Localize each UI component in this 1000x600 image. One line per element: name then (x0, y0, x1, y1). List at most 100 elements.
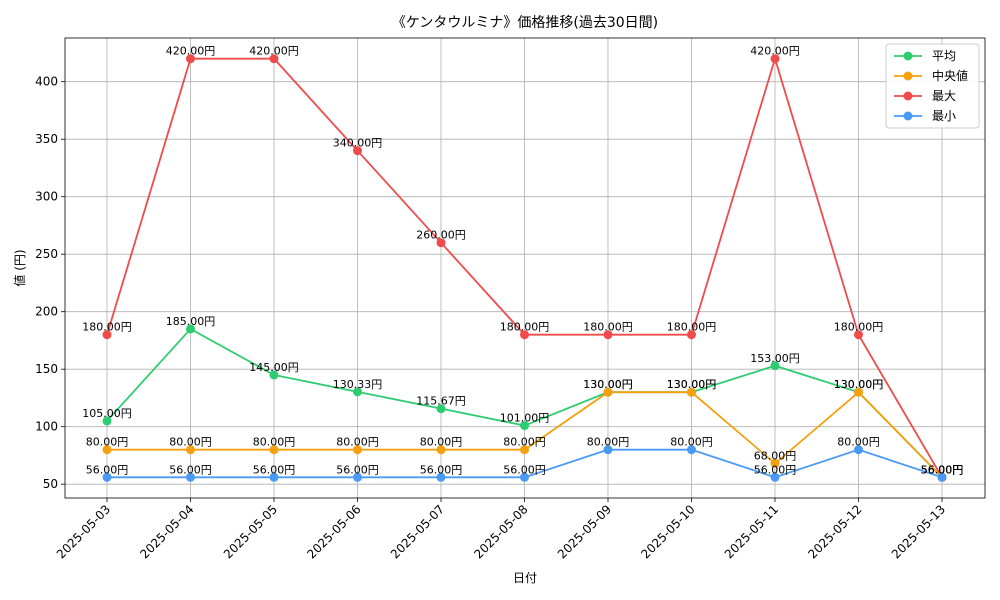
data-label: 130.00円 (667, 378, 717, 391)
data-label: 180.00円 (667, 321, 717, 334)
data-label: 56.00円 (169, 463, 212, 476)
data-point (770, 54, 780, 64)
data-label: 420.00円 (166, 45, 216, 58)
data-label: 130.00円 (583, 378, 633, 391)
data-point (102, 445, 112, 455)
data-labels: 105.00円 185.00円 145.00円 130.33円 115.67円 101.0… (82, 45, 963, 477)
data-point (687, 445, 696, 455)
legend-label: 最大 (932, 89, 956, 103)
data-label: 56.00円 (921, 463, 964, 476)
data-label: 80.00円 (587, 436, 630, 449)
data-point (854, 330, 863, 340)
data-point (436, 445, 446, 455)
legend-label: 中央値 (932, 68, 968, 83)
y-axis-title: 値 (円) (12, 249, 27, 286)
legend-label: 最小 (932, 109, 956, 123)
data-label: 56.00円 (86, 463, 129, 476)
data-label: 80.00円 (169, 436, 212, 449)
data-point (520, 472, 529, 482)
data-point (436, 404, 446, 414)
data-point (436, 238, 446, 248)
data-label: 56.00円 (420, 463, 463, 476)
x-tick-label: 2025-05-06 (304, 502, 363, 561)
legend-box (885, 43, 980, 129)
data-point (269, 370, 279, 380)
data-point (102, 330, 112, 340)
data-label: 56.00円 (253, 463, 296, 476)
data-label: 68.00円 (754, 450, 797, 463)
data-label: 180.00円 (82, 321, 132, 334)
data-label: 153.00円 (750, 352, 800, 365)
data-point (186, 472, 195, 482)
data-point (854, 445, 863, 455)
data-label: 260.00円 (416, 229, 466, 242)
x-tick-label: 2025-05-12 (805, 502, 864, 561)
plot-frame (64, 37, 986, 499)
data-point (353, 387, 362, 397)
data-point (102, 472, 112, 482)
data-point (186, 445, 195, 455)
x-tick-label: 2025-05-05 (221, 502, 280, 561)
data-label: 115.67円 (416, 395, 466, 408)
data-label: 56.00円 (754, 463, 797, 476)
data-label: 56.00円 (503, 463, 546, 476)
data-point (269, 472, 279, 482)
data-point (436, 472, 446, 482)
legend-label: 平均 (932, 49, 956, 63)
data-label: 56.00円 (921, 463, 964, 476)
data-point (854, 387, 863, 397)
y-tick-label: 50 (43, 477, 58, 491)
data-label: 80.00円 (503, 436, 546, 449)
chart-title: 《ケンタウルミナ》価格推移(過去30日間) (392, 15, 658, 31)
data-label: 180.00円 (500, 321, 550, 334)
x-tick-label: 2025-05-07 (388, 502, 447, 561)
legend-swatch-marker (903, 91, 913, 101)
y-tick-label: 300 (35, 190, 58, 204)
x-tick-label: 2025-05-10 (638, 502, 697, 561)
x-tick-label: 2025-05-04 (137, 502, 196, 561)
data-point (770, 459, 780, 468)
data-label: 130.00円 (667, 378, 717, 391)
x-tick-label: 2025-05-03 (54, 502, 113, 561)
data-label: 56.00円 (921, 463, 964, 476)
data-point (353, 472, 362, 482)
data-point (770, 472, 780, 482)
data-label: 80.00円 (86, 436, 129, 449)
data-point (353, 445, 362, 455)
data-point (770, 361, 780, 371)
data-point (353, 146, 362, 156)
data-point (269, 54, 279, 64)
data-label: 105.00円 (82, 407, 132, 420)
data-label: 101.00円 (500, 412, 550, 425)
data-label: 56.00円 (921, 463, 964, 476)
y-tick-label: 250 (35, 247, 58, 261)
data-point (603, 387, 613, 397)
data-label: 80.00円 (420, 436, 463, 449)
y-tick-label: 200 (35, 305, 58, 319)
series-layer (102, 54, 947, 482)
legend-swatch-marker (903, 111, 913, 121)
data-label: 145.00円 (249, 361, 299, 374)
data-label: 80.00円 (336, 436, 379, 449)
data-point (186, 54, 195, 64)
data-label: 130.00円 (834, 378, 884, 391)
legend-swatch-marker (903, 51, 913, 61)
data-label: 420.00円 (249, 45, 299, 58)
data-label: 130.00円 (583, 378, 633, 391)
data-point (186, 324, 195, 334)
x-tick-label: 2025-05-08 (471, 502, 530, 561)
data-point (603, 445, 613, 455)
data-label: 185.00円 (166, 315, 216, 328)
x-tick-label: 2025-05-13 (889, 502, 948, 561)
x-axis-title: 日付 (513, 571, 537, 585)
y-tick-label: 100 (35, 420, 58, 434)
x-tick-label: 2025-05-11 (722, 502, 781, 561)
data-point (687, 330, 696, 340)
data-point (520, 330, 529, 340)
data-label: 180.00円 (583, 321, 633, 334)
x-tick-label: 2025-05-09 (555, 502, 614, 561)
data-label: 130.33円 (333, 378, 383, 391)
data-label: 180.00円 (834, 321, 884, 334)
